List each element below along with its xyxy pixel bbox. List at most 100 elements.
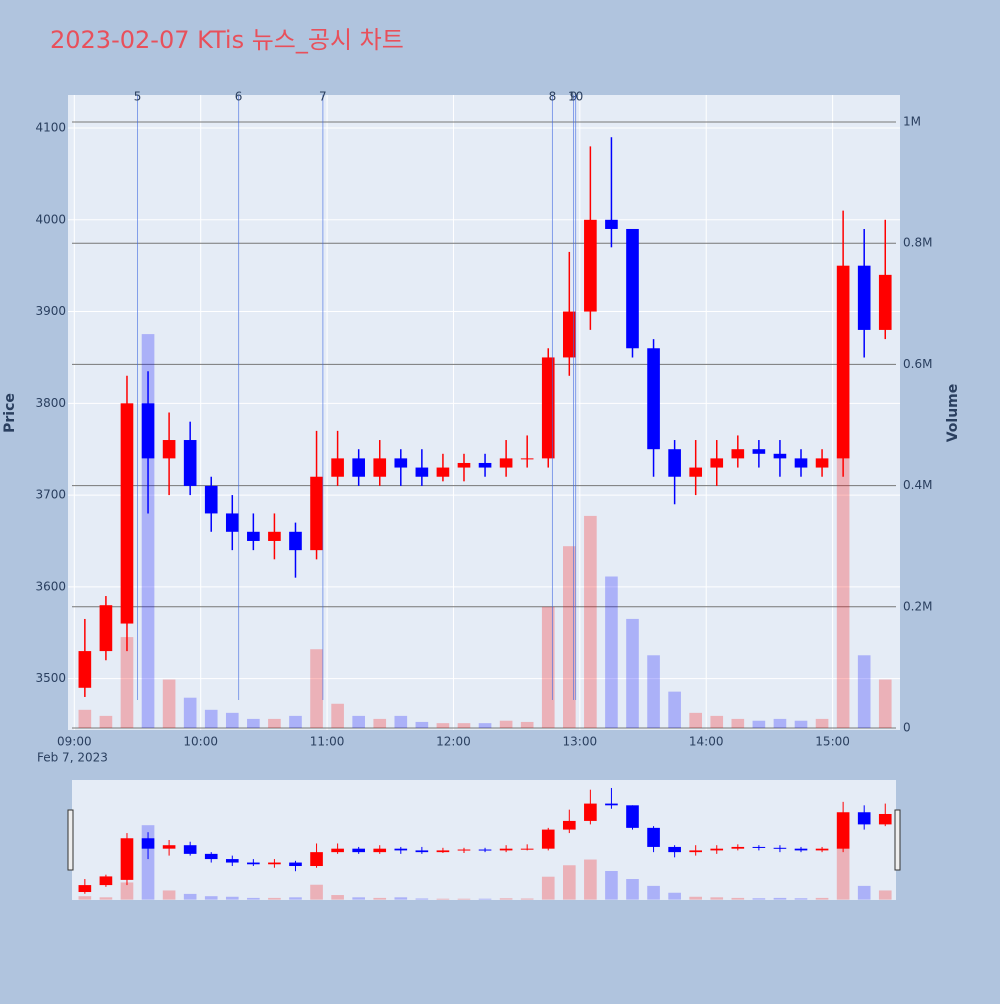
volume-bar	[78, 896, 92, 900]
volume-bar	[541, 876, 555, 900]
candle-body	[605, 219, 618, 229]
candle-body	[499, 848, 513, 851]
news-label: 9	[570, 90, 578, 104]
candle-body	[99, 605, 113, 652]
volume-bar	[331, 703, 344, 729]
candle-body	[773, 453, 787, 459]
range-slider[interactable]	[72, 780, 896, 900]
volume-bar	[310, 649, 323, 729]
volume-bar	[499, 720, 513, 729]
volume-bar	[584, 859, 597, 900]
candle-body	[120, 403, 134, 624]
candle-body	[731, 846, 745, 849]
candle-body	[689, 850, 703, 853]
volume-bar	[836, 455, 850, 729]
volume-bar	[647, 655, 660, 729]
candle-body	[562, 311, 576, 358]
candle-body	[289, 531, 302, 551]
y2-tick-label: 0.4M	[903, 478, 932, 492]
candle-body	[562, 820, 576, 830]
candle-body	[225, 859, 239, 863]
volume-bar	[541, 606, 555, 729]
volume-bar	[268, 718, 281, 729]
candle-body	[520, 848, 534, 850]
volume-bar	[120, 637, 134, 729]
volume-bar	[710, 897, 724, 900]
volume-bar	[605, 576, 618, 729]
x-tick-label: 14:00	[689, 735, 724, 749]
candle-body	[415, 467, 429, 477]
y-tick-label: 3800	[35, 396, 66, 410]
candle-body	[457, 462, 471, 468]
volume-bar	[878, 890, 892, 900]
candle-body	[289, 862, 302, 867]
candle-body	[731, 449, 745, 459]
candle-body	[247, 531, 260, 541]
candle-body	[394, 848, 408, 851]
volume-bar	[499, 898, 513, 900]
volume-bar	[268, 897, 281, 900]
volume-bar	[78, 709, 92, 729]
candle-body	[268, 531, 281, 541]
volume-bar	[836, 848, 850, 900]
candle-body	[520, 458, 534, 460]
volume-bar	[478, 898, 492, 900]
y-tick-label: 4100	[35, 121, 66, 135]
candle-body	[99, 876, 113, 886]
candle-body	[541, 829, 555, 849]
volume-bar	[457, 898, 471, 900]
candle-body	[605, 803, 618, 806]
volume-bar	[857, 655, 871, 729]
candle-body	[668, 846, 681, 853]
y-tick-label: 4000	[35, 212, 66, 226]
candle-body	[183, 440, 197, 486]
y2-tick-label: 0.6M	[903, 357, 932, 371]
volume-bar	[394, 897, 408, 900]
volume-bar	[225, 712, 239, 729]
volume-bar	[247, 897, 260, 900]
volume-bar	[794, 898, 808, 900]
volume-bar	[689, 896, 703, 900]
candle-body	[836, 812, 850, 849]
y-tick-label: 3600	[35, 579, 66, 593]
candle-body	[541, 357, 555, 459]
candle-body	[225, 513, 239, 532]
y2-axis-title: Volume	[945, 384, 961, 443]
news-label: 8	[549, 90, 557, 104]
x-tick-label: 13:00	[563, 735, 598, 749]
y2-tick-label: 1M	[903, 114, 921, 128]
volume-bar	[731, 897, 745, 900]
news-label: 7	[319, 90, 327, 104]
candle-body	[878, 274, 892, 330]
candle-body	[815, 848, 829, 851]
volume-bar	[183, 697, 197, 729]
volume-bar	[710, 715, 724, 729]
volume-bar	[310, 884, 323, 900]
volume-bar	[752, 720, 766, 729]
candle-body	[752, 449, 766, 454]
volume-bar	[647, 885, 660, 900]
candle-body	[331, 458, 344, 477]
news-label: 10	[568, 90, 583, 104]
y2-tick-label: 0.2M	[903, 599, 932, 613]
candle-body	[478, 849, 492, 851]
plot-area	[68, 95, 900, 730]
volume-bar	[436, 898, 450, 900]
y-tick-label: 3500	[35, 671, 66, 685]
candle-body	[668, 449, 681, 477]
volume-bar	[668, 892, 681, 900]
x-tick-label: 09:00	[57, 735, 92, 749]
slider-handle[interactable]	[67, 809, 74, 871]
candle-body	[773, 847, 787, 849]
candle-body	[120, 838, 134, 880]
slider-handle[interactable]	[894, 809, 901, 871]
volume-bar	[584, 515, 597, 729]
y-tick-label: 3700	[35, 488, 66, 502]
volume-bar	[120, 882, 134, 900]
x-tick-label: 10:00	[183, 735, 218, 749]
candle-body	[689, 467, 703, 477]
candle-body	[373, 458, 387, 477]
volume-bar	[99, 715, 113, 729]
candle-body	[436, 467, 450, 477]
